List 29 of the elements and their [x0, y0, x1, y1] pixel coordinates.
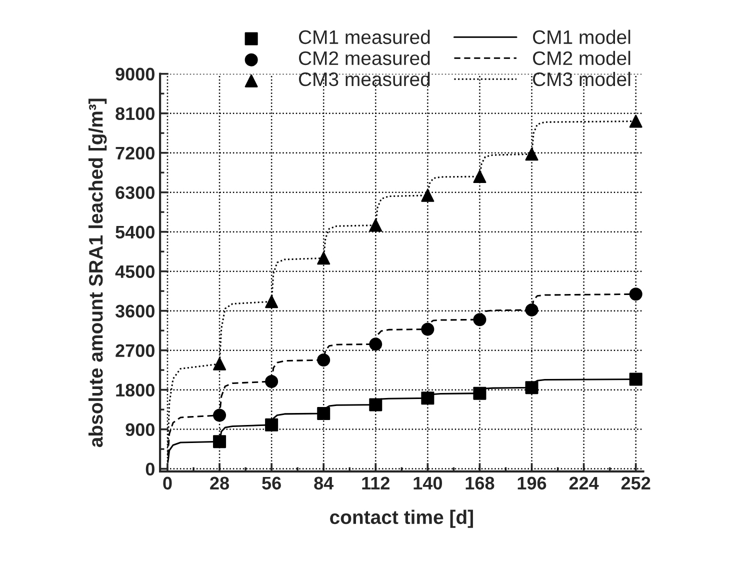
y-tick-label: 3600	[115, 304, 154, 318]
y-tick-label: 5400	[116, 226, 154, 239]
x-axis-title: contact time [d]	[330, 510, 473, 528]
x-tick-label: 196	[518, 476, 546, 490]
y-tick-label: 900	[126, 423, 154, 436]
y-tick-label: 4500	[115, 265, 154, 278]
x-tick-label: 140	[414, 476, 442, 490]
y-axis-title: absolute amount SRA1 leached [g/m³]	[88, 98, 107, 448]
x-tick-label: 84	[314, 476, 334, 490]
y-tick-label: 7200	[116, 146, 154, 160]
x-tick-label: 252	[621, 476, 650, 490]
x-tick-label: 28	[210, 476, 230, 490]
y-tick-label: 6300	[116, 186, 154, 200]
legend-label: CM3 measured	[298, 72, 430, 86]
x-tick-label: 112	[362, 476, 390, 490]
x-tick-label: 168	[466, 476, 494, 490]
legend-label: CM3 model	[533, 72, 630, 86]
y-tick-label: 9000	[116, 68, 154, 81]
legend-label: CM2 model	[533, 50, 630, 66]
x-tick-label: 0	[163, 476, 172, 490]
legend-label: CM2 measured	[298, 50, 430, 66]
x-tick-label: 56	[262, 476, 281, 490]
legend-label: CM1 model	[533, 30, 630, 44]
legend-label: CM1 measured	[298, 30, 430, 44]
x-tick-label: 224	[569, 476, 599, 490]
y-tick-label: 2700	[116, 344, 154, 358]
y-tick-label: 1800	[116, 384, 154, 397]
y-tick-label: 8100	[116, 107, 154, 120]
y-tick-label: 0	[146, 462, 154, 476]
